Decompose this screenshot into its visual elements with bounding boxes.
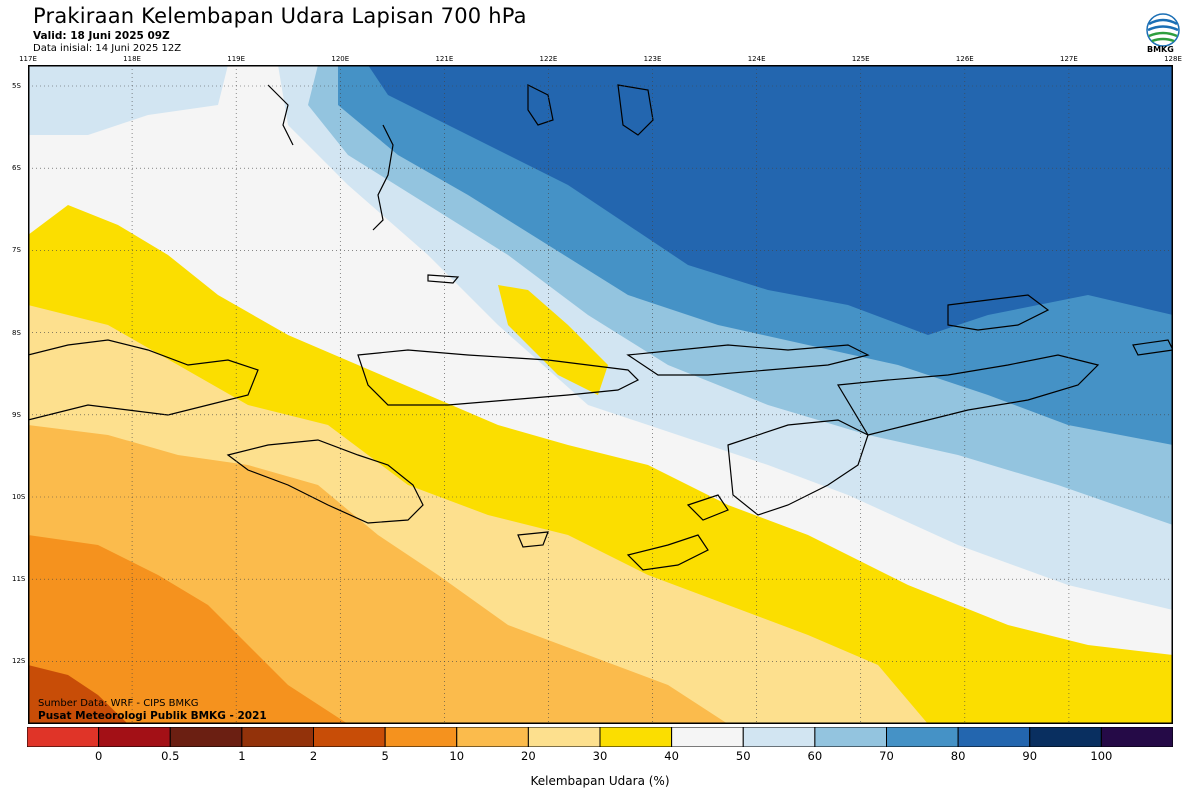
colorbar-title: Kelembapan Udara (%): [530, 774, 670, 788]
colorbar-label: 90: [1022, 749, 1038, 763]
map-frame: [28, 65, 1173, 724]
lat-label: 5S: [12, 82, 21, 90]
band-2-5: [28, 665, 128, 724]
colorbar-segment: [1029, 727, 1102, 747]
colorbar-segment: [527, 727, 601, 747]
lon-label: 128E: [1164, 55, 1182, 63]
colorbar-segment: [814, 727, 887, 747]
colorbar-segment: [169, 727, 243, 747]
coastlines: [28, 84, 1173, 571]
band-30-40-bar: [498, 285, 608, 395]
colorbar-segment: [384, 727, 458, 747]
colorbar-segment: [313, 727, 386, 747]
bmkg-logo-icon: [1146, 13, 1180, 47]
valid-time: Valid: 18 Juni 2025 09Z: [33, 30, 170, 42]
colorbar-label: 100: [1090, 749, 1113, 763]
lat-label: 8S: [12, 328, 21, 337]
colorbar-label: 5: [381, 749, 389, 763]
lat-label: 7S: [12, 246, 21, 255]
bmkg-logo-text: BMKG: [1147, 45, 1174, 54]
colorbar-label: 50: [735, 749, 751, 763]
colorbar-segment: [98, 727, 171, 747]
colorbar-segment: [1100, 727, 1173, 747]
colorbar-segment: [742, 727, 816, 747]
colorbar-label: 80: [950, 749, 966, 763]
band-5-10: [28, 535, 348, 724]
init-time: Data inisial: 14 Juni 2025 12Z: [33, 43, 182, 54]
data-source: Sumber Data: WRF - CIPS BMKG: [38, 698, 199, 709]
lon-label: 122E: [539, 55, 558, 63]
humidity-map: [28, 65, 1173, 724]
organization-credit: Pusat Meteorologi Publik BMKG - 2021: [38, 710, 267, 722]
colorbar-segment: [886, 727, 959, 747]
lat-label: 11S: [12, 575, 26, 584]
colorbar-label: 2: [309, 749, 318, 763]
colorbar-segment: [241, 727, 314, 747]
colorbar-segment: [671, 727, 744, 747]
lat-label: 10S: [12, 493, 26, 501]
lat-label: 9S: [12, 410, 21, 419]
lon-label: 127E: [1060, 55, 1078, 63]
band-nw-50-60: [28, 65, 228, 135]
colorbar-segment: [27, 727, 100, 747]
band-80-90: [368, 65, 1173, 335]
lon-label: 117E: [19, 55, 37, 63]
graticule: [28, 65, 1173, 724]
lon-label: 126E: [955, 55, 974, 63]
colorbar-label: 1: [238, 749, 246, 763]
colorbar-label: 0: [94, 749, 103, 763]
colorbar-segment: [957, 727, 1031, 747]
lon-label: 124E: [747, 55, 766, 63]
lon-label: 120E: [331, 55, 350, 63]
lon-label: 125E: [851, 55, 870, 63]
colorbar-label: 60: [807, 749, 823, 763]
lon-label: 123E: [643, 55, 662, 63]
colorbar-segment: [599, 727, 673, 747]
colorbar-label: 20: [521, 749, 536, 763]
colorbar: [27, 727, 1173, 747]
map-title: Prakiraan Kelembapan Udara Lapisan 700 h…: [33, 4, 527, 28]
colorbar-label: 70: [879, 749, 894, 763]
colorbar-label: 30: [592, 749, 608, 763]
colorbar-segment: [456, 727, 529, 747]
lon-label: 121E: [435, 55, 454, 63]
lat-label: 6S: [12, 164, 21, 173]
lat-label: 12S: [12, 657, 26, 666]
lon-label: 119E: [227, 55, 246, 63]
colorbar-label: 0.5: [161, 749, 180, 763]
colorbar-label: 40: [664, 749, 679, 763]
colorbar-label: 10: [449, 749, 465, 763]
lon-label: 118E: [123, 55, 141, 63]
